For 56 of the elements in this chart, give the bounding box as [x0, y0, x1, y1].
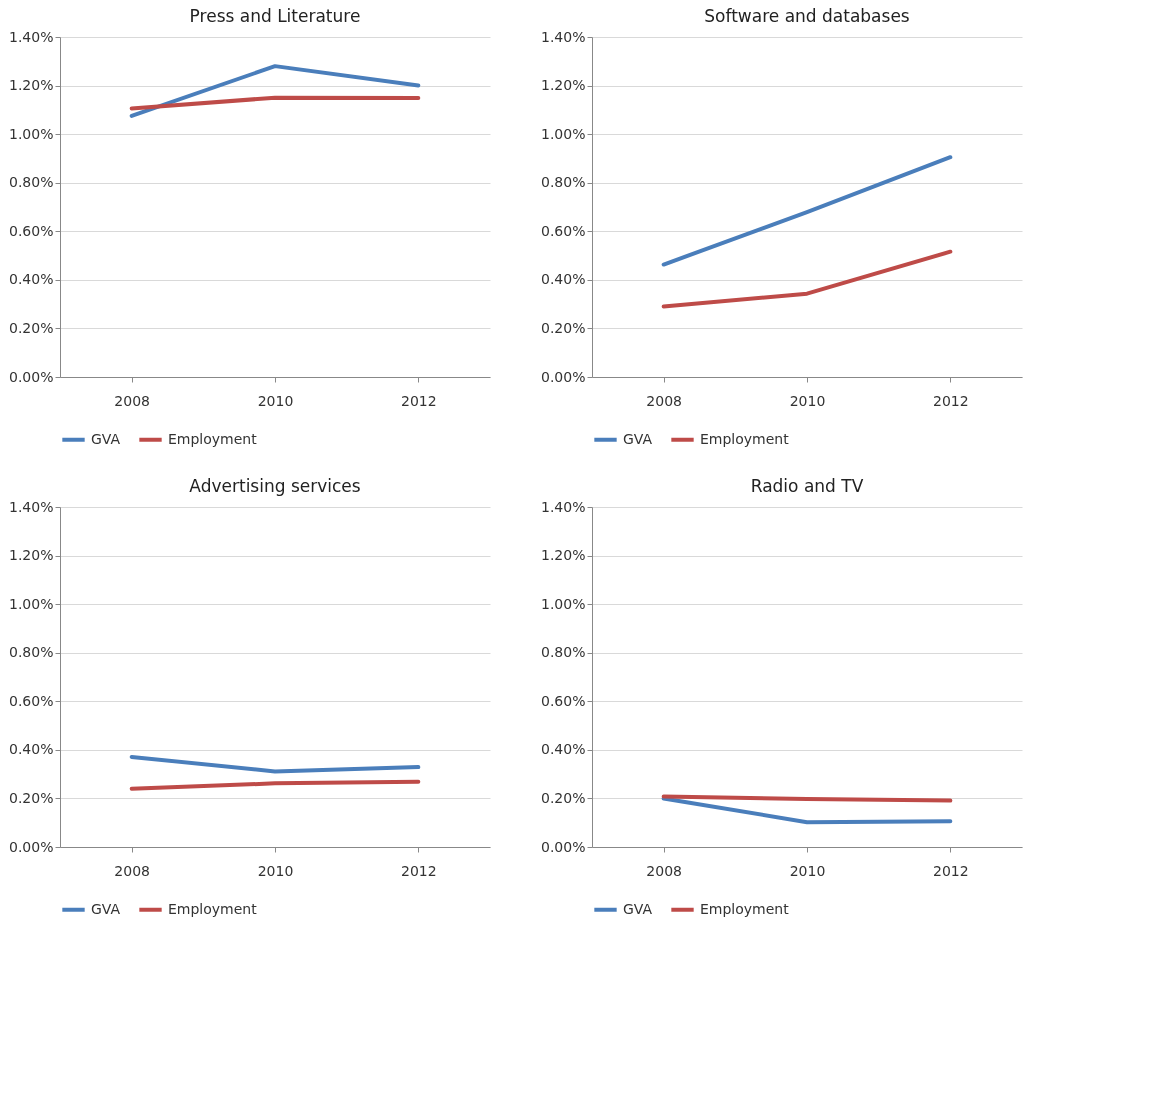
- y-tick-label: 0.60%: [541, 222, 586, 239]
- y-tick-label: 0.80%: [541, 174, 586, 191]
- y-tick-label: 1.40%: [541, 498, 586, 515]
- x-tick-label: 2008: [646, 392, 682, 409]
- x-tick-label: 2008: [114, 862, 150, 879]
- y-tick-label: 0.60%: [541, 692, 586, 709]
- y-tick-label: 0.20%: [9, 789, 54, 806]
- y-tick-label: 0.80%: [541, 644, 586, 661]
- y-tick-label: 0.00%: [541, 838, 586, 855]
- y-tick-label: 1.40%: [541, 28, 586, 45]
- y-tick-label: 1.20%: [541, 77, 586, 94]
- y-tick-label: 0.80%: [9, 174, 54, 191]
- y-tick-label: 0.60%: [9, 692, 54, 709]
- y-tick-label: 1.40%: [9, 498, 54, 515]
- y-tick-label: 0.40%: [9, 741, 54, 758]
- y-tick-label: 0.20%: [9, 319, 54, 336]
- y-tick-label: 0.40%: [541, 271, 586, 288]
- y-tick-label: 1.00%: [541, 595, 586, 612]
- x-tick-label: 2010: [257, 392, 294, 409]
- y-tick-label: 0.20%: [541, 319, 586, 336]
- chart-title: Press and Literature: [189, 6, 361, 26]
- y-tick-label: 1.20%: [9, 547, 54, 564]
- legend-label: GVA: [623, 430, 653, 447]
- x-tick-label: 2012: [933, 392, 969, 409]
- y-tick-label: 0.60%: [9, 222, 54, 239]
- legend-label: Employment: [700, 430, 790, 447]
- legend-label: GVA: [91, 430, 121, 447]
- y-tick-label: 1.00%: [9, 595, 54, 612]
- legend-label: GVA: [623, 900, 653, 917]
- legend-label: GVA: [91, 900, 121, 917]
- legend-label: Employment: [168, 430, 258, 447]
- y-tick-label: 0.40%: [9, 271, 54, 288]
- y-tick-label: 1.20%: [541, 547, 586, 564]
- chart-title: Radio and TV: [750, 476, 864, 496]
- chart-title: Software and databases: [704, 6, 910, 26]
- x-tick-label: 2012: [401, 392, 437, 409]
- x-tick-label: 2012: [401, 862, 437, 879]
- x-tick-label: 2012: [933, 862, 969, 879]
- x-tick-label: 2008: [646, 862, 682, 879]
- y-tick-label: 1.00%: [9, 125, 54, 142]
- y-tick-label: 0.00%: [9, 368, 54, 385]
- x-tick-label: 2008: [114, 392, 150, 409]
- y-tick-label: 0.00%: [541, 368, 586, 385]
- x-tick-label: 2010: [789, 862, 826, 879]
- legend-label: Employment: [700, 900, 790, 917]
- legend-label: Employment: [168, 900, 258, 917]
- chart-title: Advertising services: [189, 476, 361, 496]
- y-tick-label: 0.20%: [541, 789, 586, 806]
- x-tick-label: 2010: [789, 392, 826, 409]
- y-tick-label: 0.00%: [9, 838, 54, 855]
- y-tick-label: 1.00%: [541, 125, 586, 142]
- y-tick-label: 0.40%: [541, 741, 586, 758]
- x-tick-label: 2010: [257, 862, 294, 879]
- y-tick-label: 0.80%: [9, 644, 54, 661]
- y-tick-label: 1.40%: [9, 28, 54, 45]
- y-tick-label: 1.20%: [9, 77, 54, 94]
